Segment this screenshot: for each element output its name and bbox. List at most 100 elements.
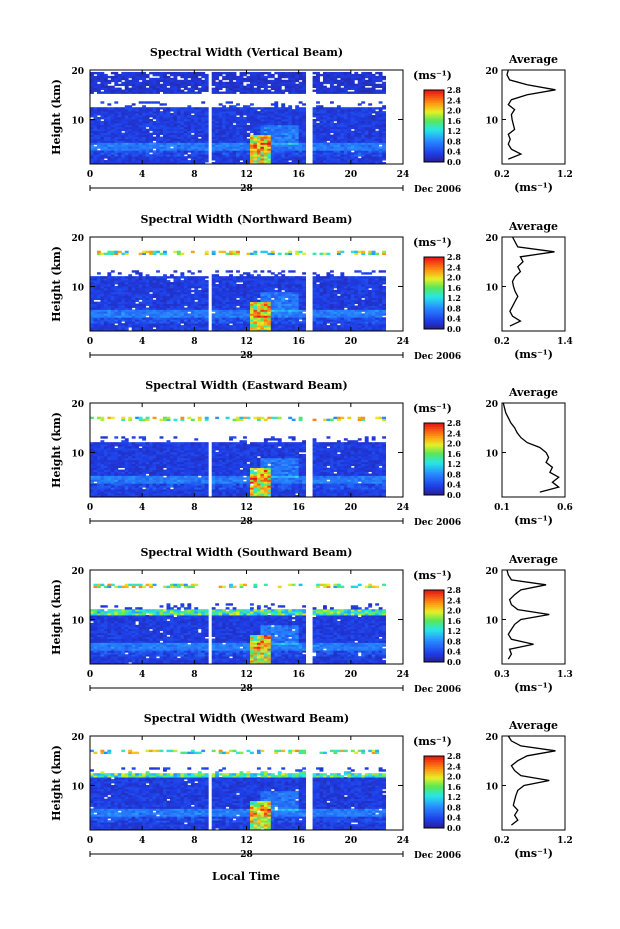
heatmap-cell <box>183 122 188 126</box>
heatmap-cell <box>142 278 147 281</box>
heatmap-cell <box>159 285 164 289</box>
heatmap-cell <box>204 305 209 308</box>
heatmap-cell <box>274 144 279 147</box>
heatmap-cell <box>173 111 178 114</box>
heatmap-cell <box>173 73 178 77</box>
heatmap-cell <box>183 134 188 137</box>
heatmap-cell <box>336 120 341 124</box>
heatmap-cell <box>222 154 227 157</box>
heatmap-cell <box>302 152 307 155</box>
heatmap-cell <box>236 154 240 157</box>
heatmap-cell <box>326 111 331 114</box>
heatmap-cell <box>107 280 112 283</box>
heatmap-cell <box>215 146 220 149</box>
heatmap-cell <box>149 146 153 149</box>
heatmap-cell <box>260 305 265 308</box>
heatmap-cell <box>107 138 112 141</box>
heatmap-cell <box>190 79 195 83</box>
heatmap-cell <box>350 154 355 157</box>
heatmap-cell <box>236 85 240 89</box>
heatmap-cell <box>114 305 119 308</box>
heatmap-cell <box>229 124 233 128</box>
heatmap-cell <box>90 313 94 316</box>
heatmap-cell <box>107 130 112 134</box>
heatmap-cell <box>135 120 140 124</box>
heatmap-cell <box>90 115 94 118</box>
heatmap-cell <box>218 107 223 110</box>
heatmap-cell <box>326 124 331 128</box>
heatmap-cell <box>361 132 366 136</box>
heatmap-cell <box>364 142 369 145</box>
heatmap-cell <box>180 79 185 83</box>
heatmap-cell <box>93 87 98 90</box>
heatmap-cell <box>215 327 220 330</box>
heatmap-cell <box>298 75 303 79</box>
heatmap-cell <box>225 293 230 297</box>
heatmap-cell <box>371 156 376 159</box>
heatmap-cell <box>180 148 185 151</box>
heatmap-cell <box>169 276 174 279</box>
heatmap-cell <box>277 325 282 328</box>
heatmap-cell <box>159 144 164 147</box>
heatmap-cell <box>114 329 119 332</box>
heatmap-cell <box>295 144 300 147</box>
heatmap-cell <box>378 146 383 149</box>
heatmap-cell <box>239 285 244 289</box>
heatmap-cell <box>204 146 209 149</box>
heatmap-cell <box>183 109 188 112</box>
heatmap-cell <box>229 317 233 320</box>
heatmap-cell <box>239 111 244 114</box>
heatmap-cell <box>194 309 199 312</box>
heatmap-cell <box>176 315 181 318</box>
heatmap-cell <box>90 282 94 285</box>
heatmap-cell <box>90 120 94 124</box>
heatmap-cell <box>218 280 223 283</box>
heatmap-cell <box>295 136 300 139</box>
heatmap-cell <box>312 138 317 141</box>
heatmap-cell <box>103 289 108 293</box>
heatmap-cell <box>142 115 147 118</box>
heatmap-cell <box>253 309 258 312</box>
heatmap-cell <box>263 329 268 332</box>
heatmap-cell <box>107 305 112 308</box>
heatmap-cell <box>135 134 140 137</box>
heatmap-cell <box>194 109 199 112</box>
heatmap-cell <box>343 132 348 136</box>
heatmap-cell <box>249 162 254 165</box>
heatmap-cell <box>152 303 157 306</box>
heatmap-cell <box>117 107 122 110</box>
heatmap-cell <box>110 130 115 134</box>
heatmap-cell <box>263 142 268 145</box>
heatmap-cell <box>169 299 174 303</box>
heatmap-cell <box>138 285 143 289</box>
heatmap-cell <box>316 134 320 137</box>
heatmap-cell <box>277 272 282 275</box>
heatmap-cell <box>152 109 157 112</box>
heatmap-cell <box>138 282 143 285</box>
heatmap-cell <box>142 282 147 285</box>
heatmap-cell <box>166 152 171 155</box>
heatmap-cell <box>333 81 338 85</box>
heatmap-cell <box>298 152 303 155</box>
heatmap-cell <box>194 295 199 299</box>
heatmap-cell <box>128 315 133 318</box>
heatmap-cell <box>128 73 133 77</box>
heatmap-cell <box>236 323 240 326</box>
heatmap-cell <box>378 120 383 124</box>
heatmap-cell <box>93 75 98 79</box>
heatmap-cell <box>211 117 216 120</box>
heatmap-cell <box>201 101 206 104</box>
heatmap-cell <box>298 122 303 126</box>
heatmap-cell <box>169 128 174 132</box>
heatmap-cell <box>96 319 101 322</box>
heatmap-cell <box>131 152 136 155</box>
heatmap-cell <box>215 124 220 128</box>
heatmap-cell <box>142 319 147 322</box>
heatmap-cell <box>197 89 202 92</box>
heatmap-cell <box>128 109 133 112</box>
heatmap-cell <box>361 142 366 145</box>
heatmap-cell <box>190 115 195 118</box>
heatmap-cell <box>236 295 240 299</box>
heatmap-cell <box>288 136 293 139</box>
heatmap-cell <box>90 289 94 293</box>
